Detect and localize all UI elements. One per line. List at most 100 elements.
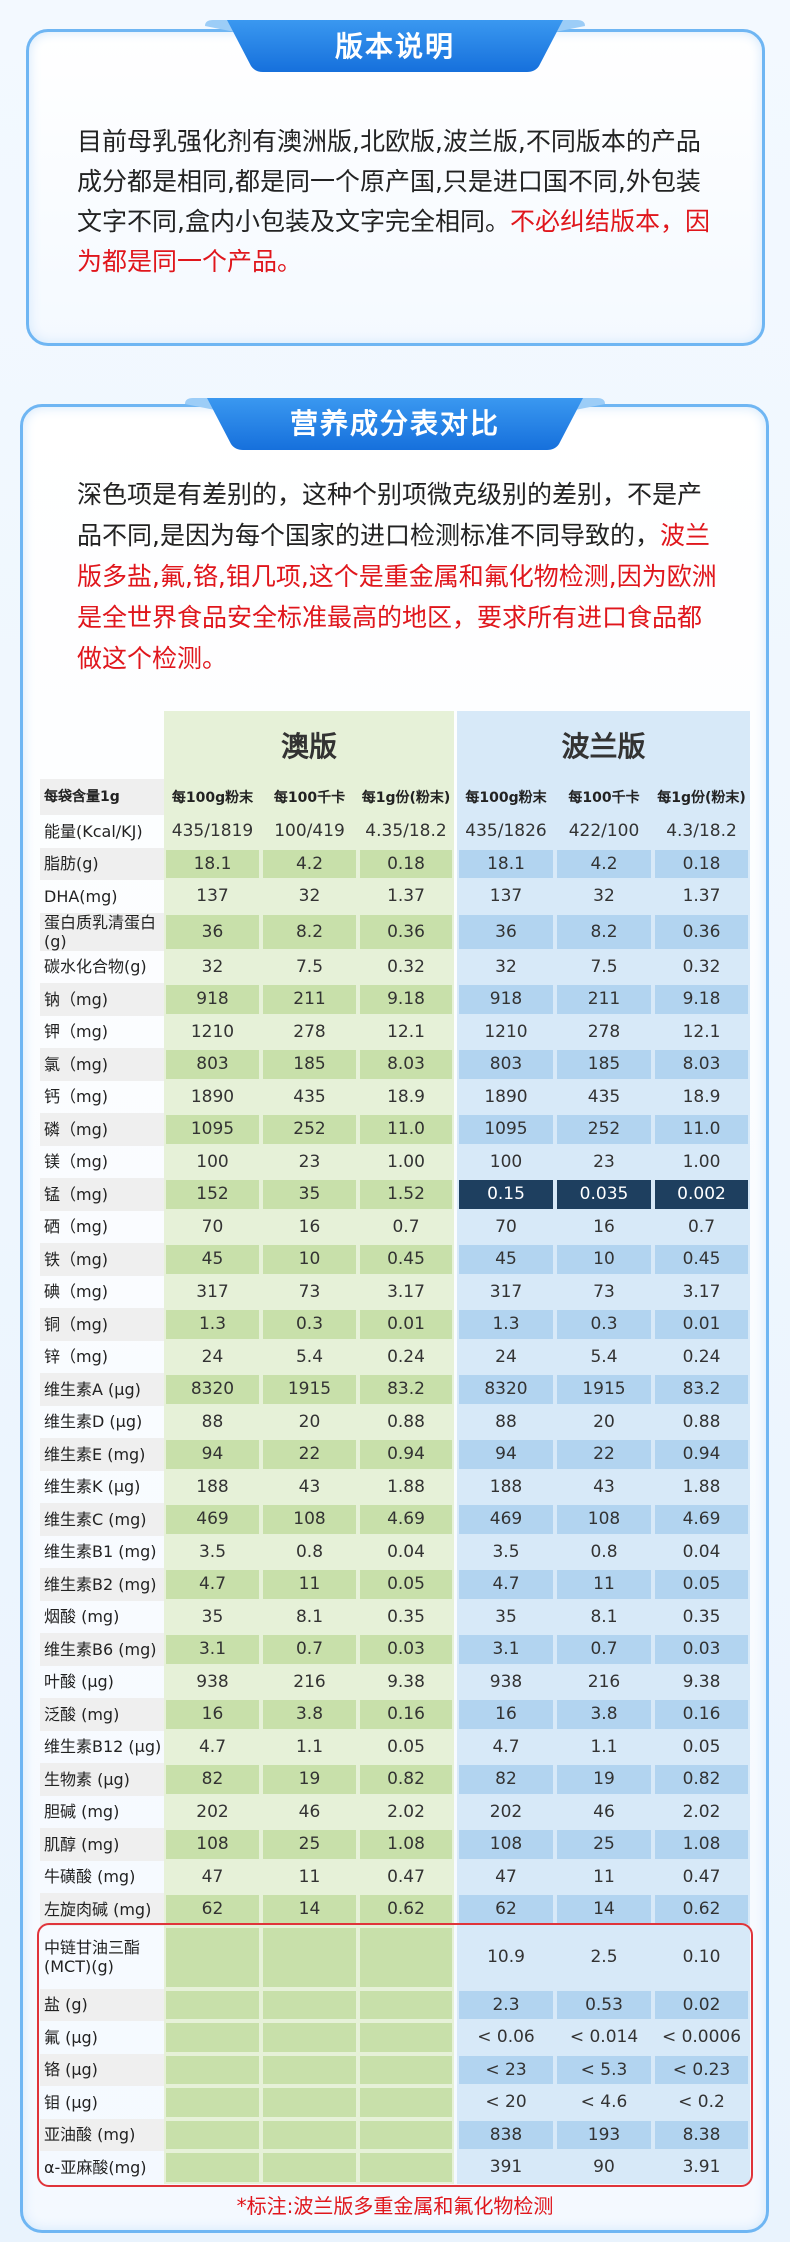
cell: 45 xyxy=(457,1243,555,1276)
cell: 2.02 xyxy=(653,1795,751,1828)
row-label: 硒（mg) xyxy=(44,1217,108,1237)
data-row: 维生素A (μg) 8320 1915 83.2 8320 1915 83.2 xyxy=(40,1373,751,1406)
cell: 202 xyxy=(164,1795,261,1828)
cell: 43 xyxy=(555,1470,653,1503)
cell: 0.035 xyxy=(555,1178,653,1211)
cell: < 0.06 xyxy=(457,2021,555,2054)
cell: 0.10 xyxy=(653,1925,751,1989)
data-row: 硒（mg) 70 16 0.7 70 16 0.7 xyxy=(40,1210,751,1243)
cell xyxy=(164,2053,261,2086)
cell: 4.3/18.2 xyxy=(653,815,751,848)
text: 深色项是有差别的，这种个别项微克级别的差别，不是产品不同,是因为每个国家的进口检… xyxy=(77,480,703,550)
cell: 0.01 xyxy=(358,1308,454,1341)
cell: 0.8 xyxy=(261,1535,358,1568)
cell: 7.5 xyxy=(261,950,358,983)
data-row: 钾（mg) 1210 278 12.1 1210 278 12.1 xyxy=(40,1015,751,1048)
data-row: 中链甘油三酯(MCT)(g) 10.9 2.5 0.10 xyxy=(40,1925,751,1989)
row-label: 生物素 (μg) xyxy=(40,1763,164,1796)
cell: 0.62 xyxy=(358,1893,454,1926)
cell: 10.9 xyxy=(457,1925,555,1989)
cell xyxy=(164,2151,261,2184)
cell: 1.00 xyxy=(358,1145,454,1178)
cell: 11 xyxy=(261,1860,358,1893)
cell: 32 xyxy=(261,880,358,913)
data-row: 铬 (μg) < 23 < 5.3 < 0.23 xyxy=(40,2053,751,2086)
cell: 11 xyxy=(261,1568,358,1601)
row-label: 铬 (μg) xyxy=(40,2053,164,2086)
cell: 0.04 xyxy=(653,1535,751,1568)
data-row: 肌醇 (mg) 108 25 1.08 108 25 1.08 xyxy=(40,1828,751,1861)
cell: 0.16 xyxy=(358,1698,454,1731)
cell xyxy=(358,2118,454,2151)
row-label: α-亚麻酸(mg) xyxy=(44,2157,147,2177)
row-label: 肌醇 (mg) xyxy=(40,1828,164,1861)
cell: 83.2 xyxy=(653,1373,751,1406)
row-label: 维生素C (mg) xyxy=(40,1503,164,1536)
cell: 193 xyxy=(555,2118,653,2151)
subheader-row: 每袋含量1g 每100g粉末 每100千卡 每1g份(粉末) 每100g粉末 每100千卡… xyxy=(40,779,751,815)
cell xyxy=(358,2151,454,2184)
cell: 8320 xyxy=(457,1373,555,1406)
cell xyxy=(358,2021,454,2054)
cell: 152 xyxy=(164,1178,261,1211)
cell: 469 xyxy=(457,1503,555,1536)
cell: 36 xyxy=(164,912,261,951)
row-label: 维生素B1 (mg) xyxy=(44,1542,157,1562)
cell: 252 xyxy=(261,1113,358,1146)
cell: 45 xyxy=(164,1243,261,1276)
row-label: 胆碱 (mg) xyxy=(44,1802,120,1822)
cell: 317 xyxy=(164,1275,261,1308)
cell: 2.5 xyxy=(555,1925,653,1989)
cell xyxy=(358,1988,454,2021)
cell: 10 xyxy=(261,1243,358,1276)
cell: 188 xyxy=(164,1470,261,1503)
cell xyxy=(164,1925,261,1989)
data-row: 胆碱 (mg) 202 46 2.02 202 46 2.02 xyxy=(40,1795,751,1828)
cell: 803 xyxy=(164,1048,261,1081)
data-row: 钼 (μg) < 20 < 4.6 < 0.2 xyxy=(40,2086,751,2119)
cell: 7.5 xyxy=(555,950,653,983)
cell: 422/100 xyxy=(555,815,653,848)
cell: 8.1 xyxy=(555,1600,653,1633)
data-row: 氟 (μg) < 0.06 < 0.014 < 0.0006 xyxy=(40,2021,751,2054)
cell: 4.7 xyxy=(164,1730,261,1763)
cell: 0.7 xyxy=(358,1210,454,1243)
text-highlight: 波兰版多盐,氟,铬,钼几项,这个是重金属和氟化物检测,因为欧洲是全世界食品安全标… xyxy=(77,521,717,673)
cell: 5.4 xyxy=(555,1340,653,1373)
data-row: 牛磺酸 (mg) 47 11 0.47 47 11 0.47 xyxy=(40,1860,751,1893)
cell: 100/419 xyxy=(261,815,358,848)
cell: 32 xyxy=(164,950,261,983)
data-row: 能量(Kcal/KJ) 435/1819 100/419 4.35/18.2 435/1… xyxy=(40,815,751,848)
cell: 35 xyxy=(164,1600,261,1633)
cell: 3.91 xyxy=(653,2151,751,2184)
data-row: 维生素E (mg) 94 22 0.94 94 22 0.94 xyxy=(40,1438,751,1471)
cell: 3.8 xyxy=(555,1698,653,1731)
cell: 0.82 xyxy=(653,1763,751,1796)
cell: 70 xyxy=(164,1210,261,1243)
cell: 90 xyxy=(555,2151,653,2184)
cell: 46 xyxy=(261,1795,358,1828)
corner-cell xyxy=(40,711,164,779)
cell: 1.1 xyxy=(555,1730,653,1763)
cell: 0.7 xyxy=(261,1633,358,1666)
cell: 1.37 xyxy=(358,880,454,913)
cell: 9.18 xyxy=(653,983,751,1016)
cell: 1095 xyxy=(457,1113,555,1146)
cell: 9.38 xyxy=(653,1665,751,1698)
cell: 938 xyxy=(457,1665,555,1698)
cell: 0.8 xyxy=(555,1535,653,1568)
cell: 0.94 xyxy=(653,1438,751,1471)
cell: 0.45 xyxy=(358,1243,454,1276)
cell: 216 xyxy=(555,1665,653,1698)
cell: 5.4 xyxy=(261,1340,358,1373)
cell: 838 xyxy=(457,2118,555,2151)
row-label: DHA(mg) xyxy=(44,886,118,906)
cell xyxy=(261,2118,358,2151)
cell: < 20 xyxy=(457,2086,555,2119)
cell: 18.1 xyxy=(457,847,555,880)
text-highlight: 不必纠结版本，因为都是同一个产品。 xyxy=(77,207,710,276)
cell: 0.36 xyxy=(358,912,454,951)
cell: 32 xyxy=(457,950,555,983)
column-header: 每100千卡 xyxy=(261,779,358,815)
